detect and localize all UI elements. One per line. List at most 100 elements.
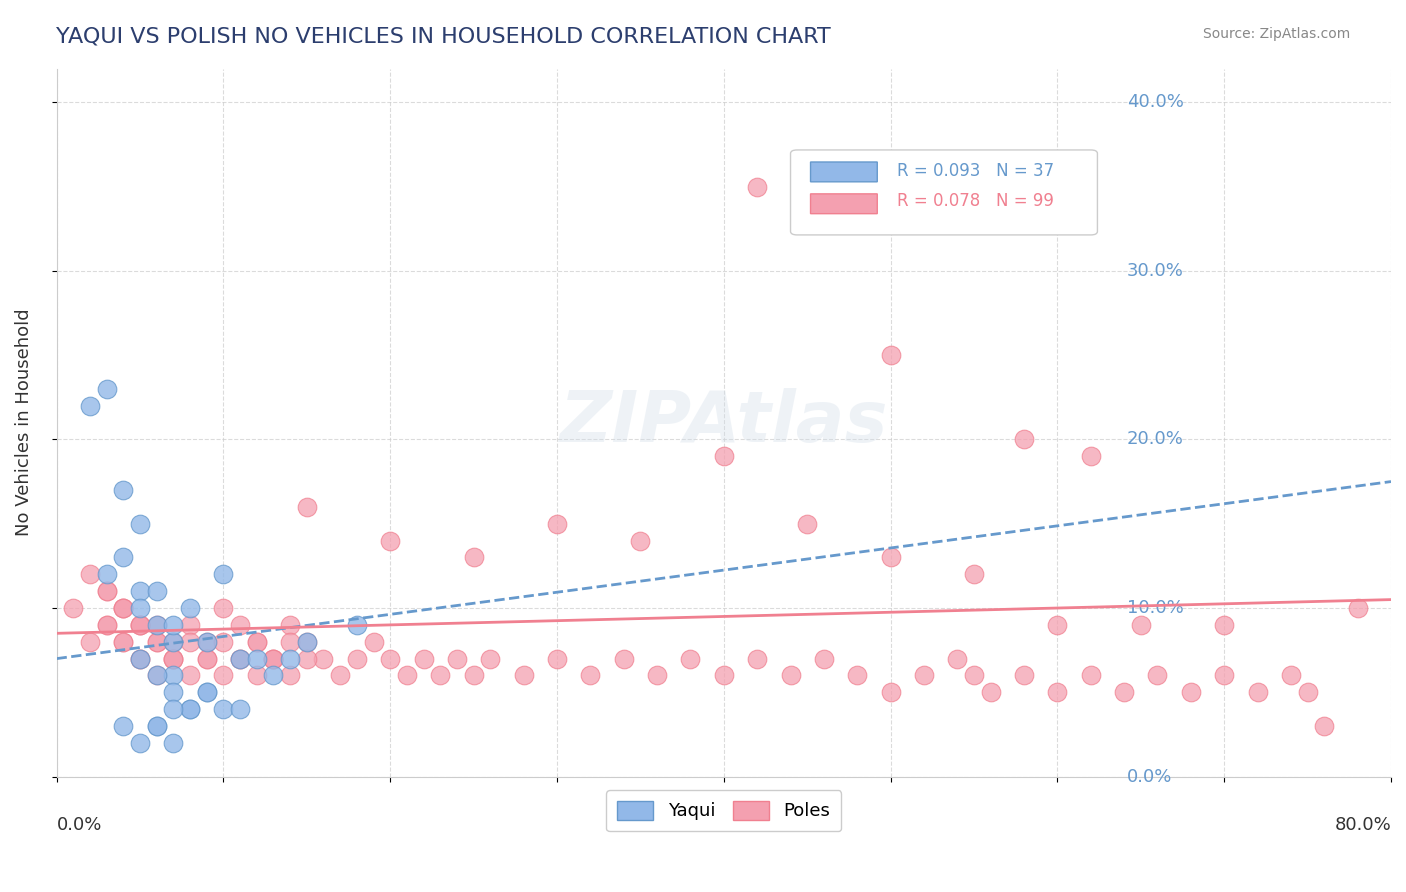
Text: R = 0.093   N = 37: R = 0.093 N = 37 [897,162,1054,180]
Point [346,651,368,665]
Point [879,685,901,699]
Point [162,634,184,648]
Point [1129,618,1152,632]
Point [96,584,118,599]
Point [162,651,184,665]
Point [1313,719,1336,733]
Point [212,567,235,582]
Point [262,651,284,665]
Point [363,634,385,648]
Point [380,651,402,665]
Point [129,651,152,665]
Point [145,719,167,733]
Point [112,601,135,615]
Text: 0.0%: 0.0% [1126,768,1173,786]
Point [162,685,184,699]
Point [195,651,218,665]
Point [879,550,901,565]
Point [278,668,301,682]
Point [129,651,152,665]
Point [679,651,702,665]
Point [129,618,152,632]
Point [1246,685,1268,699]
Point [145,618,167,632]
Point [963,668,986,682]
Point [747,651,769,665]
Point [412,651,434,665]
Legend: Yaqui, Poles: Yaqui, Poles [606,790,841,831]
Point [179,702,201,716]
Point [1046,685,1069,699]
Point [796,516,818,531]
Point [1114,685,1136,699]
Point [813,651,835,665]
Point [112,719,135,733]
Point [162,618,184,632]
Text: 10.0%: 10.0% [1126,599,1184,617]
FancyBboxPatch shape [810,194,877,214]
Point [628,533,651,548]
Point [1080,450,1102,464]
Point [229,618,252,632]
Text: 20.0%: 20.0% [1126,431,1184,449]
Point [1012,433,1035,447]
Point [145,618,167,632]
Point [713,450,735,464]
Text: Source: ZipAtlas.com: Source: ZipAtlas.com [1202,27,1350,41]
Point [278,618,301,632]
Point [1146,668,1168,682]
Point [112,601,135,615]
Point [112,634,135,648]
Text: ZIPAtlas: ZIPAtlas [560,388,889,457]
Point [912,668,935,682]
Text: R = 0.078   N = 99: R = 0.078 N = 99 [897,192,1054,210]
Point [96,567,118,582]
Point [380,533,402,548]
Point [546,651,568,665]
Point [162,651,184,665]
Point [463,668,485,682]
Point [846,668,869,682]
Point [546,516,568,531]
Point [179,634,201,648]
Point [212,702,235,716]
Point [179,601,201,615]
Point [79,634,101,648]
Point [129,584,152,599]
Point [179,668,201,682]
Point [195,634,218,648]
Point [129,601,152,615]
Point [262,651,284,665]
Point [112,483,135,497]
Point [179,702,201,716]
Point [262,651,284,665]
Point [395,668,418,682]
Point [112,550,135,565]
Point [312,651,335,665]
Point [295,500,318,514]
Point [229,651,252,665]
Point [246,634,269,648]
Point [278,651,301,665]
Point [96,618,118,632]
Point [145,668,167,682]
Point [295,634,318,648]
Point [96,618,118,632]
Point [963,567,986,582]
Text: 40.0%: 40.0% [1126,94,1184,112]
Point [145,584,167,599]
Point [62,601,84,615]
Point [162,651,184,665]
Point [129,516,152,531]
Point [1012,668,1035,682]
Text: YAQUI VS POLISH NO VEHICLES IN HOUSEHOLD CORRELATION CHART: YAQUI VS POLISH NO VEHICLES IN HOUSEHOLD… [56,27,831,46]
Point [747,179,769,194]
Y-axis label: No Vehicles in Household: No Vehicles in Household [15,309,32,536]
Point [346,618,368,632]
Point [96,382,118,396]
Point [162,668,184,682]
Point [145,634,167,648]
Point [112,634,135,648]
Point [463,550,485,565]
Point [79,567,101,582]
